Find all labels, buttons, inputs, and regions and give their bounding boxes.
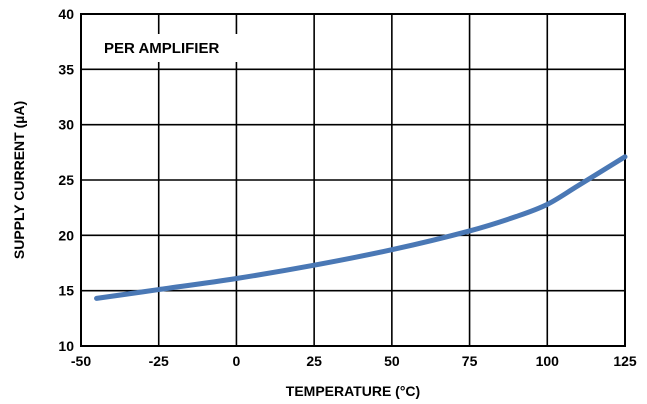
series-line-supply-current <box>94 154 628 301</box>
y-tick-label: 10 <box>58 338 74 354</box>
x-tick-label: -50 <box>71 353 91 369</box>
x-tick-label: 75 <box>462 353 478 369</box>
y-tick-label: 35 <box>58 61 74 77</box>
x-tick-label: 100 <box>536 353 560 369</box>
x-tick-labels: -50 -25 0 25 50 75 100 125 <box>71 353 637 369</box>
y-tick-label: 15 <box>58 283 74 299</box>
annotation-per-amplifier: PER AMPLIFIER <box>104 40 219 57</box>
x-tick-label: 125 <box>613 353 637 369</box>
y-tick-label: 40 <box>58 6 74 22</box>
x-tick-label: 25 <box>306 353 322 369</box>
plot-frame <box>80 13 626 347</box>
grid-lines <box>81 14 625 346</box>
y-tick-label: 25 <box>58 172 74 188</box>
y-axis-title: SUPPLY CURRENT (µA) <box>11 101 27 259</box>
x-tick-label: -25 <box>149 353 169 369</box>
y-tick-labels: 10 15 20 25 30 35 40 <box>58 6 74 354</box>
y-tick-label: 30 <box>58 117 74 133</box>
y-tick-label: 20 <box>58 227 74 243</box>
x-tick-label: 50 <box>384 353 400 369</box>
x-axis-title: TEMPERATURE (°C) <box>286 383 420 399</box>
x-tick-label: 0 <box>233 353 241 369</box>
annotation-background <box>100 34 250 62</box>
